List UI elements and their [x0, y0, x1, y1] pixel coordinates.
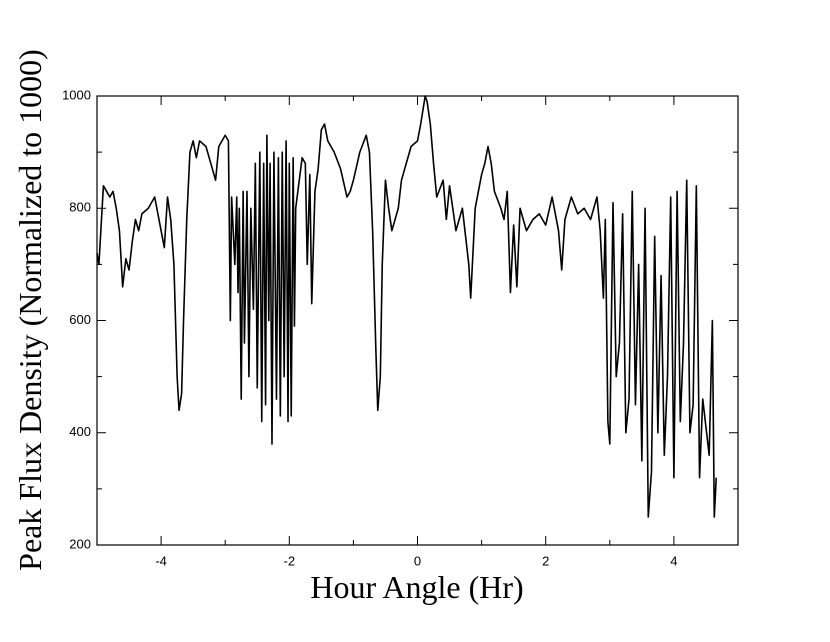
plot-frame [96, 95, 739, 546]
x-tick-label: 0 [414, 553, 421, 568]
x-tick-label: 4 [670, 553, 677, 568]
x-tick-label: -4 [155, 553, 167, 568]
y-tick-label: 1000 [62, 87, 91, 102]
x-tick-label: 2 [542, 553, 549, 568]
y-tick-label: 600 [69, 312, 91, 327]
y-tick-label: 800 [69, 200, 91, 215]
data-line [96, 95, 718, 518]
y-axis-label: Peak Flux Density (Normalized to 1000) [12, 49, 48, 571]
y-tick-label: 400 [69, 424, 91, 439]
x-axis-label: Hour Angle (Hr) [310, 569, 523, 605]
x-tick-label: -2 [284, 553, 296, 568]
y-tick-label: 200 [69, 536, 91, 551]
